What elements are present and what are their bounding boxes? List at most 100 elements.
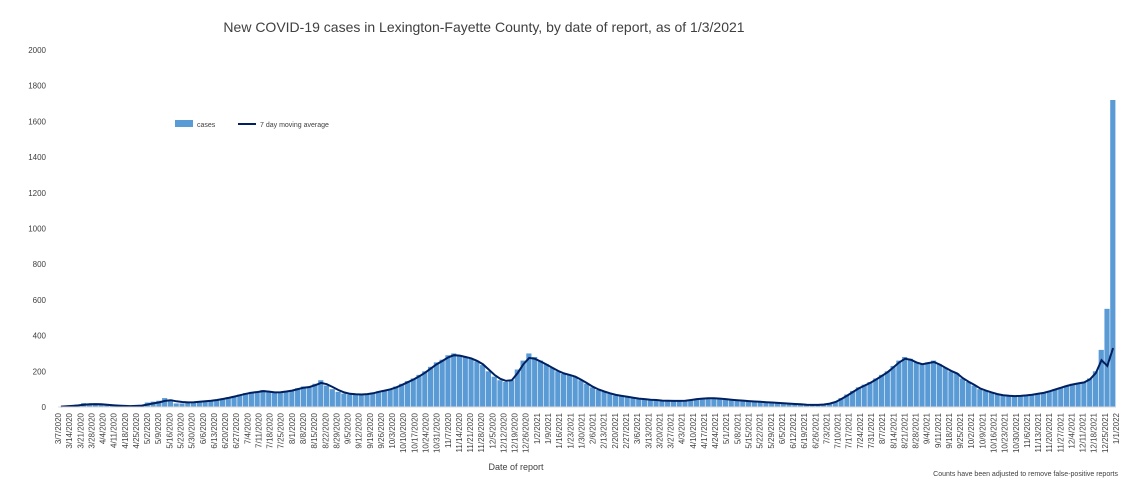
x-tick-label: 5/2/2020 xyxy=(143,412,152,444)
case-bar xyxy=(850,390,856,407)
case-bar xyxy=(277,391,283,407)
chart-title: New COVID-19 cases in Lexington-Fayette … xyxy=(223,19,744,35)
x-tick-label: 3/7/2020 xyxy=(54,412,63,444)
x-tick-label: 12/4/2021 xyxy=(1067,412,1076,448)
x-tick-label: 11/21/2020 xyxy=(466,412,475,452)
case-bar xyxy=(248,391,254,407)
case-bar xyxy=(907,358,914,407)
x-tick-label: 5/29/2021 xyxy=(767,412,776,448)
case-bar xyxy=(641,399,648,407)
x-tick-label: 6/26/2021 xyxy=(811,412,820,448)
y-tick-label: 1400 xyxy=(28,153,46,162)
x-tick-label: 6/19/2021 xyxy=(800,412,809,448)
x-tick-label: 9/19/2020 xyxy=(366,412,375,448)
x-tick-label: 2/20/2021 xyxy=(611,412,620,448)
case-bar xyxy=(335,391,341,407)
case-bar xyxy=(329,389,335,407)
x-tick-label: 4/10/2021 xyxy=(689,412,698,448)
case-bar xyxy=(584,383,590,407)
case-bar xyxy=(792,404,798,407)
x-tick-label: 8/21/2021 xyxy=(900,412,909,448)
case-bar xyxy=(433,362,439,407)
case-bar xyxy=(428,366,434,407)
case-bar xyxy=(1063,385,1070,407)
case-bar xyxy=(665,400,671,407)
case-bar xyxy=(283,390,289,407)
case-bar xyxy=(728,399,734,407)
case-bar xyxy=(202,401,208,407)
case-bar xyxy=(549,367,555,407)
case-bar xyxy=(162,398,168,407)
x-tick-label: 8/7/2021 xyxy=(878,412,887,444)
case-bar xyxy=(231,395,237,407)
case-bar xyxy=(578,380,584,407)
case-bar xyxy=(873,378,879,407)
x-tick-label: 3/14/2020 xyxy=(65,412,74,448)
y-tick-label: 800 xyxy=(33,260,47,269)
x-tick-label: 10/9/2021 xyxy=(978,412,987,448)
case-bar xyxy=(1035,393,1041,407)
case-bar xyxy=(422,371,428,407)
case-bar xyxy=(763,402,769,407)
x-tick-label: 6/5/2021 xyxy=(778,412,787,444)
case-bar xyxy=(965,382,971,407)
case-bar xyxy=(734,400,740,407)
case-bar xyxy=(745,401,752,407)
case-bar xyxy=(1081,382,1087,407)
case-bar xyxy=(439,359,445,407)
case-bar xyxy=(1046,390,1052,407)
x-tick-label: 11/7/2020 xyxy=(444,412,453,448)
x-tick-label: 8/28/2021 xyxy=(912,412,921,448)
case-bar xyxy=(896,360,902,407)
case-bar xyxy=(1000,395,1006,407)
case-bar xyxy=(751,401,757,407)
case-bar xyxy=(977,389,983,407)
case-bar xyxy=(543,364,549,407)
case-bar xyxy=(595,390,601,407)
case-bar xyxy=(613,395,619,407)
case-bar xyxy=(208,400,214,407)
case-bar xyxy=(798,404,804,407)
x-tick-label: 5/15/2021 xyxy=(744,412,753,448)
case-bar xyxy=(1040,392,1047,407)
y-axis-ticks: 0 200 400 600 800 1000 1200 1400 1600 1800 2000 xyxy=(28,46,46,412)
case-bar xyxy=(930,360,937,407)
x-tick-label: 11/20/2021 xyxy=(1045,412,1054,452)
x-tick-label: 3/6/2021 xyxy=(633,412,642,444)
x-tick-label: 7/25/2020 xyxy=(277,412,286,448)
case-bar xyxy=(214,399,220,407)
case-bar xyxy=(601,391,607,407)
x-tick-label: 1/9/2021 xyxy=(544,412,553,444)
y-tick-label: 200 xyxy=(33,367,47,376)
case-bar xyxy=(705,398,711,407)
x-tick-label: 7/31/2021 xyxy=(867,412,876,448)
case-bar xyxy=(179,403,185,407)
case-bar xyxy=(173,403,179,407)
case-bar xyxy=(861,384,867,407)
case-bar xyxy=(844,394,850,407)
x-tick-label: 7/11/2020 xyxy=(254,412,263,448)
case-bar xyxy=(1058,387,1064,407)
x-tick-label: 12/11/2021 xyxy=(1079,412,1088,452)
case-bar xyxy=(803,404,809,407)
x-tick-label: 8/14/2021 xyxy=(889,412,898,448)
case-bar xyxy=(526,353,532,407)
x-tick-label: 7/18/2020 xyxy=(266,412,275,448)
case-bar xyxy=(98,404,104,407)
case-bar xyxy=(237,394,243,407)
case-bar xyxy=(491,376,497,407)
case-bar xyxy=(312,383,318,407)
case-bar xyxy=(774,403,781,407)
case-bar xyxy=(647,399,653,407)
case-bar xyxy=(1092,371,1099,407)
x-tick-label: 12/19/2020 xyxy=(511,412,520,453)
x-tick-label: 11/13/2021 xyxy=(1034,412,1043,452)
y-tick-label: 1600 xyxy=(28,117,46,126)
x-tick-label: 5/16/2020 xyxy=(165,412,174,448)
case-bar xyxy=(462,357,468,407)
x-tick-label: 11/28/2020 xyxy=(477,412,486,452)
case-bar xyxy=(375,391,382,407)
x-tick-label: 8/8/2020 xyxy=(299,412,308,444)
x-tick-label: 10/31/2020 xyxy=(433,412,442,453)
case-bar xyxy=(566,374,572,407)
